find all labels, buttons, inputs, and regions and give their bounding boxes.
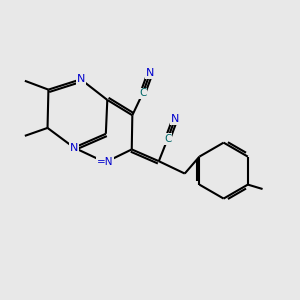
Text: C: C [164, 134, 171, 144]
Text: C: C [139, 88, 146, 98]
Text: N: N [76, 74, 85, 84]
Text: N: N [146, 68, 154, 78]
Text: N: N [171, 114, 179, 124]
Text: N: N [70, 142, 78, 153]
Text: =N: =N [97, 158, 113, 167]
